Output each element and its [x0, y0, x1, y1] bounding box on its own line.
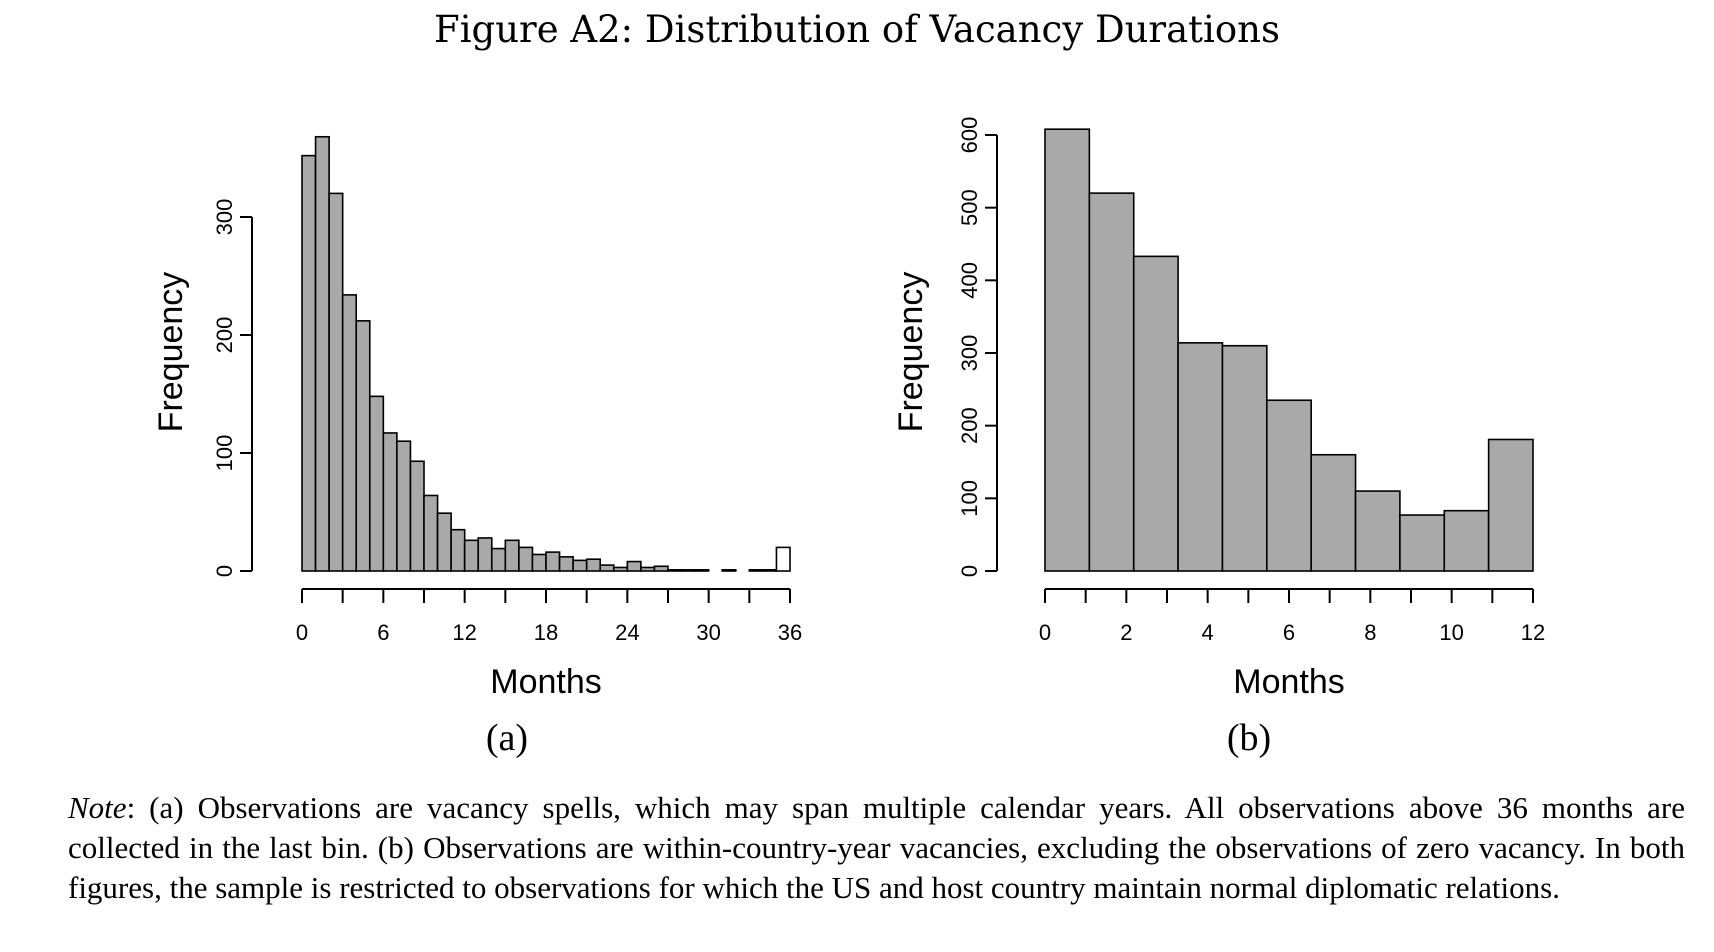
bar-b-5 — [1266, 399, 1312, 572]
x-tick-label-b-5: 10 — [1439, 620, 1463, 645]
x-tick-label-a-2: 12 — [452, 620, 476, 645]
bar-a-18 — [545, 551, 561, 572]
bar-a-10 — [436, 512, 452, 572]
y-tick-label-a-0: 0 — [212, 565, 237, 577]
subplot-label-b: (b) — [1226, 717, 1272, 759]
x-tick-label-a-0: 0 — [296, 620, 308, 645]
x-tick-label-a-3: 18 — [534, 620, 558, 645]
bar-a-20 — [572, 559, 588, 572]
bar-a-5 — [368, 395, 385, 572]
bar-a-21 — [585, 558, 602, 572]
bar-a-14 — [490, 547, 507, 572]
y-tick-label-a-2: 200 — [212, 317, 237, 354]
histogram-a: 0 100 200 300 0 6 12 18 24 30 36 Frequency Months — [152, 135, 802, 701]
figure-note: Note: (a) Observations are vacancy spell… — [68, 788, 1685, 908]
bar-a-33 — [748, 569, 764, 572]
x-tick-label-a-6: 36 — [778, 620, 802, 645]
bar-b-0 — [1044, 128, 1091, 572]
y-tick-label-b-5: 500 — [957, 189, 982, 226]
bar-a-8 — [409, 460, 425, 572]
x-tick-label-b-2: 4 — [1202, 620, 1214, 645]
bar-a-35 — [775, 546, 791, 572]
bar-b-3 — [1177, 342, 1224, 572]
x-tick-label-b-3: 6 — [1283, 620, 1295, 645]
x-tick-label-a-4: 24 — [615, 620, 639, 645]
bar-a-24 — [626, 560, 642, 572]
x-tick-label-a-1: 6 — [377, 620, 389, 645]
bar-a-22 — [599, 564, 615, 572]
bar-a-26 — [653, 565, 669, 572]
x-ticks-b: 0 2 4 6 8 10 12 — [1039, 589, 1545, 645]
bar-a-13 — [477, 537, 493, 572]
bar-a-23 — [612, 566, 629, 572]
bar-a-15 — [504, 539, 520, 572]
y-axis-label-a: Frequency — [152, 272, 190, 433]
y-tick-label-b-4: 400 — [957, 262, 982, 299]
x-tick-label-b-1: 2 — [1120, 620, 1132, 645]
bar-b-2 — [1132, 255, 1179, 572]
y-tick-label-b-1: 100 — [957, 480, 982, 517]
bar-a-11 — [450, 528, 466, 572]
bar-b-10 — [1487, 438, 1534, 572]
y-tick-label-b-3: 300 — [957, 335, 982, 372]
bar-b-4 — [1221, 344, 1268, 572]
x-tick-label-b-0: 0 — [1039, 620, 1051, 645]
bar-a-7 — [396, 440, 412, 572]
bar-b-1 — [1088, 192, 1135, 572]
bars-a — [301, 135, 791, 572]
bar-a-27 — [667, 569, 683, 572]
bar-a-2 — [328, 192, 344, 572]
note-lead: Note — [68, 790, 127, 825]
bar-a-17 — [531, 553, 547, 572]
figure-title: Figure A2: Distribution of Vacancy Durat… — [434, 8, 1280, 51]
bar-b-6 — [1310, 453, 1357, 572]
bar-a-1 — [314, 135, 330, 572]
bars-b — [1044, 128, 1534, 572]
note-text: : (a) Observations are vacancy spells, w… — [68, 790, 1685, 905]
x-tick-label-a-5: 30 — [696, 620, 720, 645]
y-ticks-a: 0 100 200 300 — [212, 199, 252, 577]
bar-b-9 — [1443, 509, 1490, 572]
x-tick-label-b-4: 8 — [1364, 620, 1376, 645]
bar-a-31 — [721, 569, 737, 572]
bar-a-29 — [694, 569, 710, 572]
y-tick-label-b-2: 200 — [957, 407, 982, 444]
bar-a-3 — [341, 294, 358, 572]
bar-a-19 — [558, 556, 574, 572]
y-tick-label-b-0: 0 — [957, 565, 982, 577]
y-tick-label-b-6: 600 — [957, 117, 982, 154]
x-axis-label-a: Months — [490, 663, 602, 701]
x-axis-label-b: Months — [1233, 663, 1345, 701]
bar-a-0 — [301, 154, 317, 572]
y-ticks-b: 0 100 200 300 400 500 600 — [957, 117, 997, 577]
bar-b-7 — [1354, 490, 1401, 572]
bar-a-9 — [423, 494, 439, 572]
bar-a-6 — [382, 432, 398, 572]
y-axis-label-b: Frequency — [892, 272, 930, 433]
bar-a-4 — [355, 320, 371, 572]
bar-a-12 — [463, 539, 480, 572]
bar-a-16 — [518, 546, 534, 572]
bar-a-28 — [680, 569, 696, 572]
x-ticks-a: 0 6 12 18 24 30 36 — [296, 589, 802, 645]
y-tick-label-a-3: 300 — [212, 199, 237, 236]
bar-b-8 — [1399, 514, 1446, 572]
bar-a-25 — [640, 566, 656, 572]
y-tick-label-a-1: 100 — [212, 435, 237, 472]
subplot-label-a: (a) — [485, 717, 529, 759]
bar-a-34 — [762, 569, 778, 572]
x-tick-label-b-6: 12 — [1521, 620, 1545, 645]
